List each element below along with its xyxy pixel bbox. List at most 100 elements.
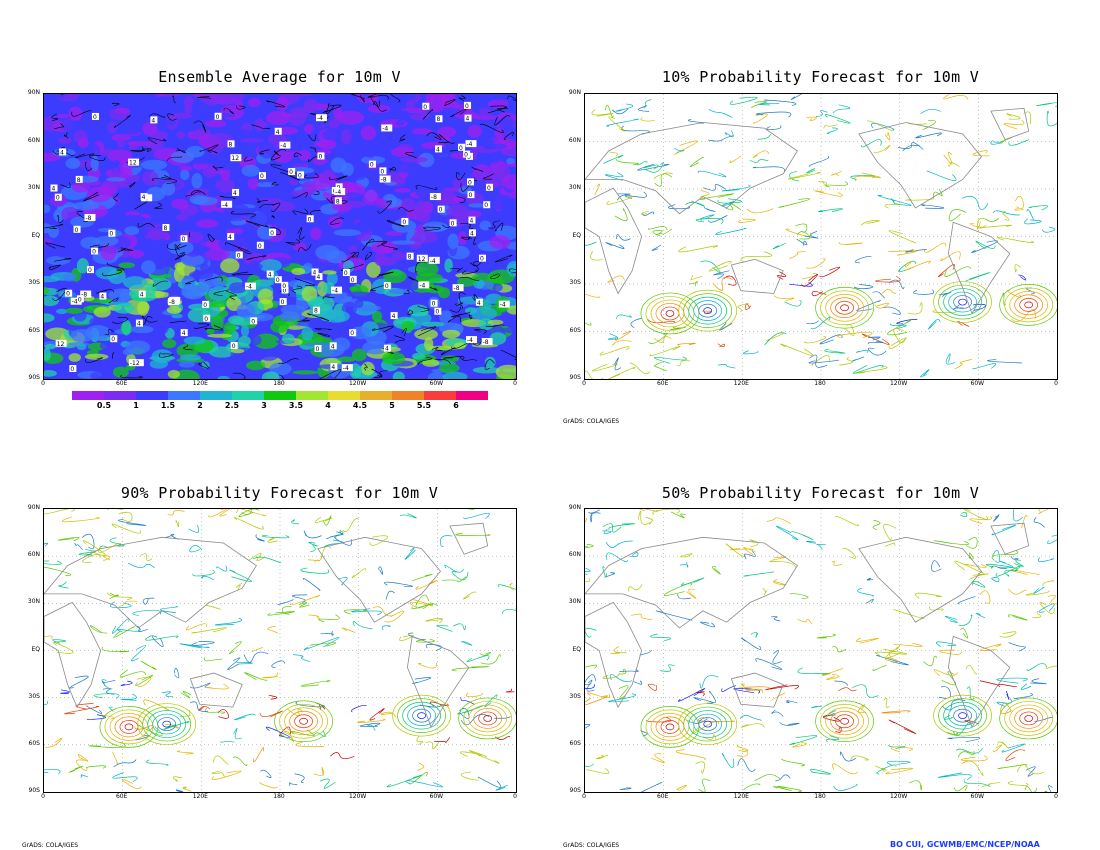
contour-line	[763, 99, 797, 106]
contour-line	[54, 257, 72, 262]
contour-line	[438, 134, 455, 144]
contour-line	[905, 260, 931, 271]
contour-line	[585, 577, 591, 582]
contour-line	[278, 358, 299, 365]
contour-line	[390, 94, 401, 103]
contour-line	[881, 710, 911, 714]
contour-line	[721, 184, 751, 192]
colorbar-swatch	[72, 391, 104, 400]
contour-line	[969, 223, 987, 228]
contour-line	[487, 105, 507, 114]
contour-line	[197, 96, 212, 99]
field-blob	[456, 301, 468, 308]
contour-line	[433, 737, 451, 744]
contour-line	[961, 760, 984, 776]
field-blob	[181, 284, 201, 299]
contour-line	[270, 227, 281, 236]
field-blob	[219, 216, 246, 222]
field-blob	[410, 128, 433, 135]
field-blob	[240, 324, 250, 337]
contour-line	[140, 660, 157, 671]
contour-line	[232, 756, 248, 767]
contour-line	[613, 646, 622, 654]
contour-line	[54, 122, 65, 130]
contour-line	[775, 774, 791, 782]
contour-line	[198, 705, 211, 712]
field-blob	[427, 371, 445, 379]
contour-line	[394, 335, 406, 344]
contour-line	[649, 345, 681, 357]
svg-text:0: 0	[432, 301, 436, 308]
contour-line	[933, 189, 943, 197]
colorbar-label: 5	[389, 401, 395, 410]
contour-line	[51, 113, 59, 121]
coastline	[585, 187, 643, 295]
contour-line	[856, 349, 869, 353]
svg-text:4: 4	[52, 186, 56, 193]
contour-line	[803, 336, 827, 344]
contour-value-label: 4	[468, 229, 476, 237]
field-blob	[207, 333, 233, 338]
contour-line	[966, 537, 978, 549]
field-blob	[276, 96, 289, 111]
contour-line	[697, 716, 735, 722]
contour-line	[386, 774, 423, 788]
svg-text:0: 0	[203, 302, 207, 309]
svg-text:0: 0	[487, 185, 491, 192]
contour-line	[191, 641, 215, 646]
contour-line	[624, 191, 648, 200]
coastline	[858, 536, 983, 623]
contour-line	[1045, 665, 1057, 670]
contour-line	[193, 323, 210, 329]
coastline	[990, 522, 1030, 555]
contour-line	[116, 626, 141, 633]
contour-ring	[825, 293, 864, 322]
contour-line	[161, 177, 177, 185]
contour-line	[137, 222, 155, 228]
contour-line	[779, 722, 800, 726]
lat-tick-label: 30S	[28, 279, 40, 286]
contour-line	[979, 224, 1012, 229]
contour-line	[64, 705, 100, 715]
svg-text:8: 8	[163, 225, 167, 232]
contour-line	[614, 330, 632, 341]
field-blob	[304, 342, 328, 347]
lon-tick-label: 0	[582, 793, 586, 800]
contour-line	[85, 162, 93, 171]
contour-ring	[1004, 287, 1054, 323]
contour-line	[191, 190, 206, 195]
contour-line	[634, 781, 663, 792]
field-blob	[183, 95, 195, 107]
colorbar-swatch	[296, 391, 328, 400]
contour-line	[605, 540, 633, 548]
field-blob	[186, 145, 205, 158]
contour-value-label: 0	[281, 281, 289, 290]
field-blob	[469, 306, 498, 321]
map-frame	[584, 508, 1058, 793]
contour-value-label: 4	[232, 188, 240, 197]
contour-line	[289, 782, 298, 786]
field-blob	[385, 231, 403, 236]
contour-line	[146, 759, 169, 767]
contour-line	[806, 320, 819, 325]
contour-line	[619, 787, 632, 790]
contour-line	[996, 677, 1028, 684]
contour-line	[668, 204, 691, 210]
field-blob	[473, 279, 485, 289]
field-blob	[256, 224, 276, 240]
contour-line	[739, 714, 762, 721]
contour-line	[270, 148, 287, 161]
contour-line	[1026, 663, 1048, 671]
contour-line	[796, 238, 808, 246]
field-blob	[399, 156, 428, 163]
contour-line	[303, 173, 319, 179]
contour-line	[310, 544, 318, 553]
svg-text:12: 12	[418, 256, 426, 263]
contour-line	[113, 193, 119, 202]
contour-line	[884, 656, 899, 663]
contour-line	[235, 582, 243, 590]
contour-line	[364, 363, 368, 371]
contour-line	[689, 281, 698, 287]
contour-line	[1038, 509, 1049, 515]
contour-value-label: -4	[221, 200, 233, 209]
